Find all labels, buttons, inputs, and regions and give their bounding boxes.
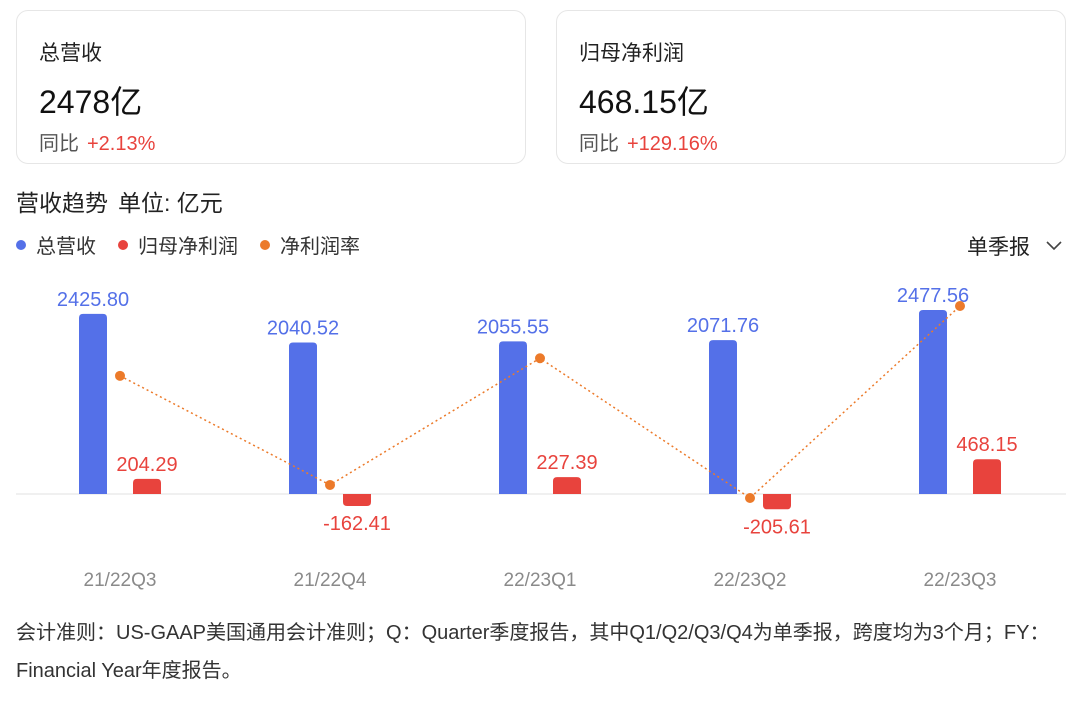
period-select-label: 单季报 bbox=[967, 236, 1030, 259]
yoy-label: 同比 bbox=[579, 133, 619, 155]
revenue-data-label: 2477.56 bbox=[897, 285, 969, 307]
net-margin-point bbox=[325, 479, 335, 490]
section-heading: 营收趋势 bbox=[16, 190, 108, 216]
net-profit-card: 归母净利润 468.15亿 同比 +129.16% bbox=[556, 10, 1066, 164]
revenue-card: 总营收 2478亿 同比 +2.13% bbox=[16, 10, 526, 164]
period-select[interactable]: 单季报 bbox=[967, 231, 1062, 261]
legend-item-revenue[interactable]: 总营收 bbox=[16, 230, 96, 259]
net-profit-data-label: 204.29 bbox=[116, 454, 177, 476]
revenue-bar bbox=[499, 341, 527, 494]
legend-item-margin[interactable]: 净利润率 bbox=[260, 230, 360, 259]
chevron-down-icon bbox=[1046, 241, 1062, 251]
net-profit-bar bbox=[973, 459, 1001, 494]
card-yoy: 同比 +2.13% bbox=[39, 127, 155, 156]
net-profit-bar bbox=[763, 494, 791, 510]
x-tick-label: 22/23Q2 bbox=[714, 570, 787, 591]
section-title: 营收趋势 单位: 亿元 bbox=[16, 184, 223, 218]
net-margin-point bbox=[745, 493, 755, 503]
net-profit-data-label: -205.61 bbox=[743, 516, 811, 538]
net-profit-data-label: 468.15 bbox=[956, 434, 1017, 456]
revenue-data-label: 2071.76 bbox=[687, 315, 759, 337]
legend-dot-net-profit bbox=[118, 239, 128, 250]
x-tick-label: 22/23Q3 bbox=[924, 570, 997, 591]
net-margin-point bbox=[115, 370, 125, 381]
card-title: 总营收 bbox=[39, 42, 102, 65]
unit-label: 单位: 亿元 bbox=[118, 190, 223, 216]
x-tick-label: 21/22Q3 bbox=[84, 570, 157, 591]
revenue-trend-chart: 2425.80 204.29 21/22Q3 2040.52 -162.41 21/22Q… bbox=[16, 285, 1066, 591]
card-title: 归母净利润 bbox=[579, 42, 684, 65]
net-profit-bar bbox=[133, 478, 161, 494]
x-tick-label: 22/23Q1 bbox=[504, 570, 577, 591]
revenue-bar bbox=[79, 313, 107, 494]
footnote: 会计准则：US-GAAP美国通用会计准则；Q：Quarter季度报告，其中Q1/… bbox=[16, 622, 1050, 682]
revenue-data-label: 2055.55 bbox=[477, 316, 549, 338]
legend-dot-revenue bbox=[16, 239, 26, 250]
yoy-label: 同比 bbox=[39, 133, 79, 155]
net-margin-point bbox=[955, 301, 965, 311]
card-value: 468.15亿 bbox=[579, 84, 709, 120]
revenue-data-label: 2425.80 bbox=[57, 289, 129, 311]
legend-label: 归母净利润 bbox=[138, 236, 238, 258]
chart-legend: 总营收 归母净利润 净利润率 bbox=[16, 230, 382, 259]
yoy-value: +129.16% bbox=[627, 133, 718, 155]
legend-item-net-profit[interactable]: 归母净利润 bbox=[118, 230, 238, 259]
legend-label: 总营收 bbox=[36, 236, 96, 258]
x-tick-label: 21/22Q4 bbox=[294, 570, 367, 591]
card-yoy: 同比 +129.16% bbox=[579, 127, 718, 156]
net-profit-data-label: 227.39 bbox=[536, 452, 597, 474]
revenue-data-label: 2040.52 bbox=[267, 317, 339, 339]
revenue-bar bbox=[709, 340, 737, 494]
legend-dot-margin bbox=[260, 239, 270, 250]
net-profit-bar bbox=[553, 477, 581, 494]
net-margin-point bbox=[535, 353, 545, 364]
net-profit-bar bbox=[343, 494, 371, 507]
net-profit-data-label: -162.41 bbox=[323, 513, 391, 535]
revenue-bar bbox=[919, 310, 947, 494]
legend-label: 净利润率 bbox=[280, 236, 360, 258]
yoy-value: +2.13% bbox=[87, 133, 156, 155]
card-value: 2478亿 bbox=[39, 84, 143, 120]
revenue-bar bbox=[289, 342, 317, 494]
